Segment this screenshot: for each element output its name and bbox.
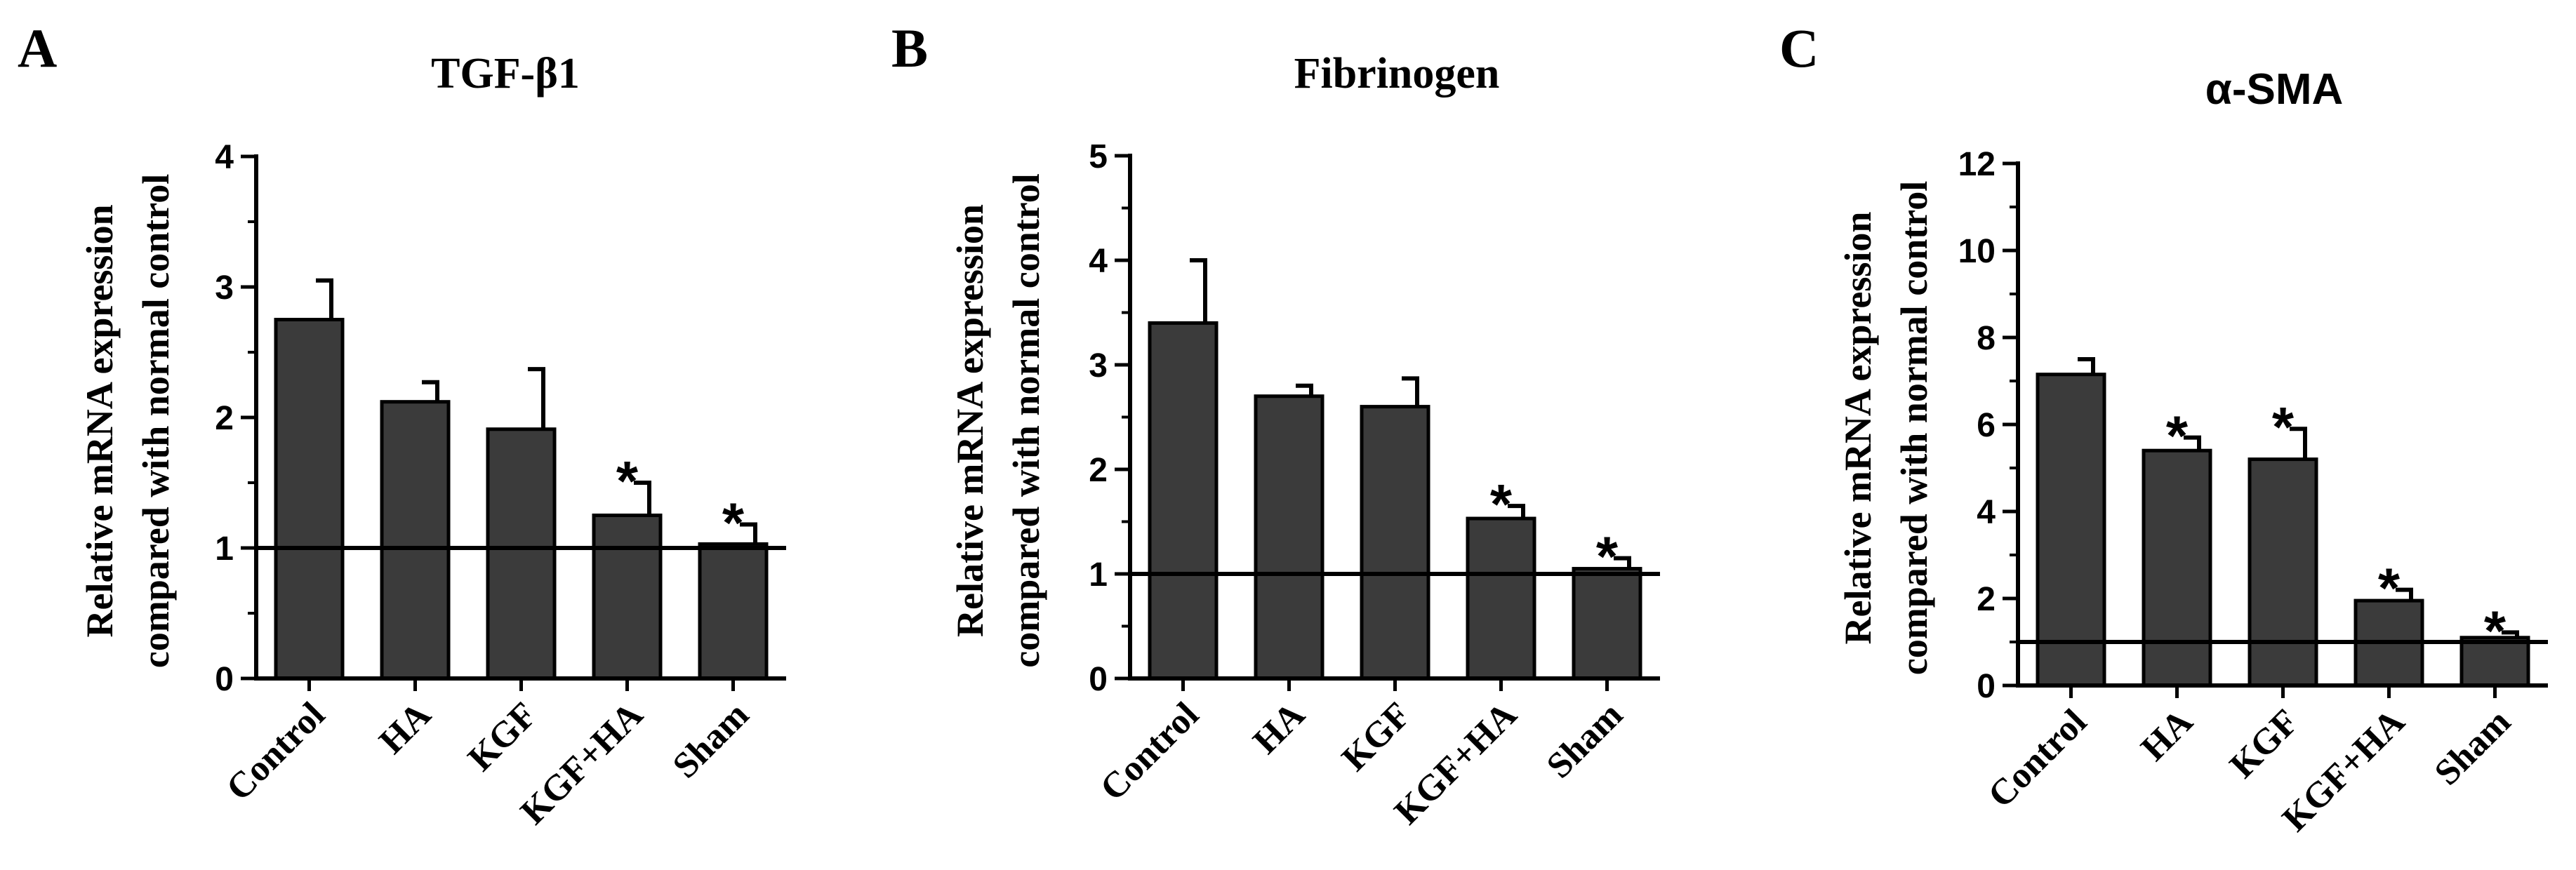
chart-panel-a: A TGF-β1 Relative mRNA expression compared …	[18, 18, 786, 832]
significance-marker: *	[1596, 526, 1619, 588]
bar	[1360, 405, 1430, 681]
x-tick-label: Control	[1981, 702, 2094, 815]
chart-panel-b: B Fibrinogen Relative mRNA expression compa…	[891, 18, 1660, 832]
y-tick-label: 2	[1977, 581, 1996, 618]
x-tick-label: HA	[2134, 702, 2201, 769]
significance-marker: *	[616, 450, 639, 512]
y-axis-label-line: compared with normal control	[135, 174, 177, 668]
significance-marker: *	[722, 492, 745, 554]
x-tick-label: Sham	[665, 695, 757, 786]
y-axis-label-line: Relative mRNA expression	[79, 205, 121, 638]
y-axis-label-line: compared with normal control	[1005, 173, 1047, 667]
y-tick-label: 1	[1089, 556, 1108, 594]
panel-letter: A	[18, 18, 57, 79]
y-tick-label: 3	[1089, 347, 1108, 384]
y-tick-label: 0	[1089, 661, 1108, 698]
bar	[698, 542, 769, 681]
y-tick-label: 4	[1089, 243, 1108, 280]
significance-marker: *	[1490, 473, 1513, 535]
x-tick-label: Sham	[1539, 695, 1631, 786]
bar	[2248, 457, 2318, 688]
chart-panel-c: Cα-SMA Relative mRNA expression compared w…	[1779, 18, 2548, 839]
y-tick-label: 8	[1977, 320, 1996, 357]
y-tick-label: 0	[1977, 668, 1996, 705]
y-tick-label: 3	[215, 269, 234, 307]
significance-marker: *	[2484, 599, 2507, 662]
chart-title: α-SMA	[2205, 65, 2344, 114]
chart-title: TGF-β1	[431, 50, 580, 98]
x-tick-label: Sham	[2427, 702, 2518, 793]
x-tick-label: HA	[372, 695, 439, 762]
y-tick-label: 4	[215, 139, 234, 176]
y-tick-label: 4	[1977, 494, 1996, 531]
y-tick-label: 2	[215, 400, 234, 437]
significance-marker: *	[2272, 396, 2295, 458]
x-tick-label: Control	[219, 695, 333, 808]
bar	[2036, 373, 2106, 688]
y-tick-label: 5	[1089, 138, 1108, 175]
bar	[486, 427, 557, 681]
y-tick-label: 12	[1958, 146, 1996, 183]
bar	[1466, 516, 1536, 681]
x-tick-label: KGF	[460, 695, 545, 779]
y-tick-label: 2	[1089, 452, 1108, 489]
x-tick-label: HA	[1246, 695, 1313, 762]
y-tick-label: 6	[1977, 407, 1996, 444]
y-tick-label: 10	[1958, 233, 1996, 270]
bar	[592, 514, 663, 681]
panel-letter: C	[1779, 18, 1819, 79]
bar	[1148, 321, 1219, 681]
x-tick-label: KGF	[1334, 695, 1419, 779]
bar	[2142, 448, 2212, 688]
y-axis-label-line: Relative mRNA expression	[1837, 212, 1879, 645]
y-axis-label-line: Relative mRNA expression	[949, 204, 991, 637]
y-tick-label: 0	[215, 661, 234, 698]
y-tick-label: 1	[215, 530, 234, 568]
chart-title: Fibrinogen	[1294, 50, 1500, 98]
x-tick-label: Control	[1093, 695, 1207, 808]
bar	[274, 318, 345, 681]
panel-letter: B	[891, 18, 928, 79]
significance-marker: *	[2378, 557, 2401, 620]
bar	[380, 400, 451, 681]
bar	[1572, 567, 1642, 681]
significance-marker: *	[2166, 405, 2189, 467]
x-tick-label: KGF	[2222, 702, 2306, 786]
bar	[1254, 394, 1324, 681]
y-axis-label-line: compared with normal control	[1893, 181, 1935, 675]
